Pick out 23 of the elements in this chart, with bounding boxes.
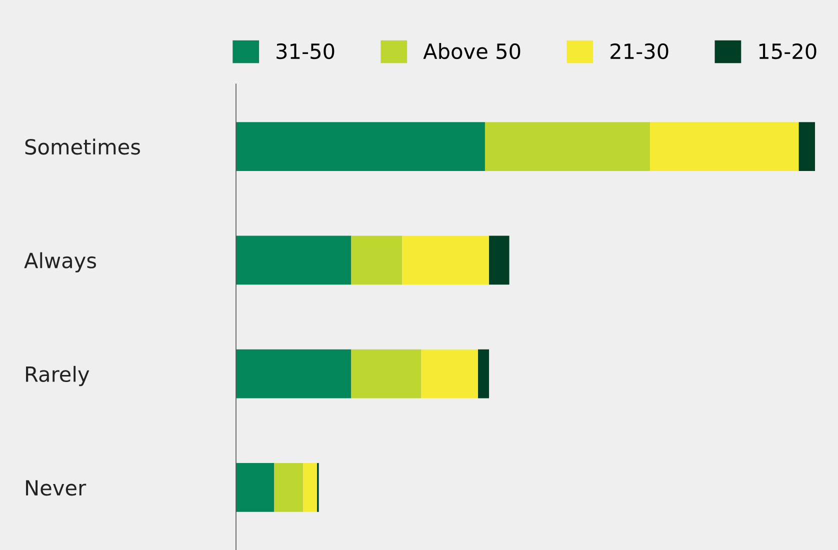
bar [236,236,352,285]
legend-label: 15-20 [759,43,816,60]
bar [650,122,799,171]
legend-label: Above 50 [423,43,520,60]
bar [351,236,402,285]
bar [351,349,422,398]
y-tick-label: Never [26,480,86,496]
legend-label: 21-30 [610,43,668,60]
bar [236,122,485,171]
bar [798,122,815,171]
bar [274,463,304,512]
bar [484,122,650,171]
bar [236,349,352,398]
bar [236,463,274,512]
y-tick-label: Sometimes [25,138,140,155]
bar [303,463,318,512]
y-tick-label: Always [24,252,96,272]
bar [489,236,510,285]
legend-label: 31-50 [276,43,334,60]
y-tick-label: Rarely [26,366,90,386]
bar [478,349,490,398]
bar [421,349,478,398]
bar [402,236,490,285]
